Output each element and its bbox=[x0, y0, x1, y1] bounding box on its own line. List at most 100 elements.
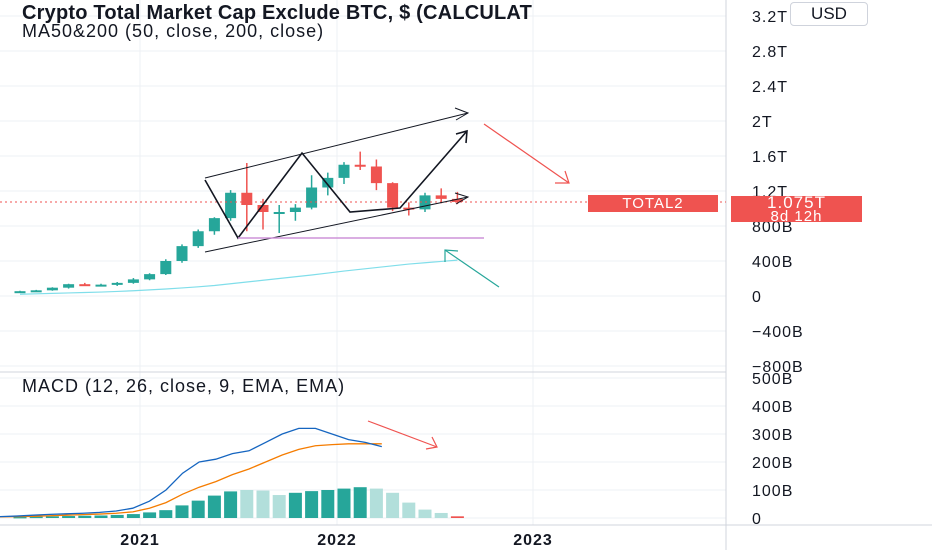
candle bbox=[127, 278, 139, 284]
green-arrow-head bbox=[444, 249, 459, 262]
ma-line bbox=[19, 259, 458, 295]
price-tick-label: −400B bbox=[752, 324, 804, 341]
macd-histogram-bar bbox=[13, 516, 27, 519]
candle-body bbox=[208, 218, 220, 232]
macd-indicator-label[interactable]: MACD (12, 26, close, 9, EMA, EMA) bbox=[22, 376, 346, 396]
macd-histogram-bar bbox=[29, 516, 43, 519]
channel-lower-arrowhead bbox=[454, 192, 470, 205]
red-arrow-head bbox=[555, 170, 570, 184]
macd-histogram-bar bbox=[175, 505, 189, 518]
candle-body bbox=[160, 261, 172, 275]
time-tick-label: 2021 bbox=[120, 532, 160, 549]
candle bbox=[435, 188, 447, 204]
candle bbox=[160, 259, 172, 275]
candle bbox=[192, 229, 204, 248]
candle-body bbox=[370, 166, 382, 184]
channel-upper-arrowhead bbox=[454, 107, 470, 121]
candlestick-series bbox=[14, 151, 463, 295]
channel-upper-line bbox=[204, 112, 469, 179]
candle bbox=[63, 283, 75, 289]
candle-body bbox=[30, 290, 42, 293]
candle bbox=[225, 190, 237, 221]
candle-body bbox=[14, 291, 26, 294]
macd-histogram-bar bbox=[305, 491, 319, 518]
candle bbox=[354, 151, 366, 170]
price-tick-label: 800B bbox=[752, 219, 793, 236]
chart-title: Crypto Total Market Cap Exclude BTC, $ (… bbox=[22, 2, 533, 24]
candle bbox=[289, 204, 301, 221]
candle-body bbox=[241, 192, 253, 205]
macd-red-arrow-shaft bbox=[367, 420, 438, 448]
zigzag-arrowhead bbox=[455, 129, 468, 144]
macd-line bbox=[0, 427, 382, 518]
candle bbox=[30, 289, 42, 293]
candle-body bbox=[144, 274, 156, 280]
macd-histogram-bar bbox=[321, 490, 335, 518]
candle-body bbox=[451, 198, 463, 202]
candle-body bbox=[95, 284, 107, 287]
macd-tick-label: 500B bbox=[752, 371, 793, 388]
candle bbox=[387, 182, 399, 212]
candle-body bbox=[322, 177, 334, 188]
candle-body bbox=[306, 187, 318, 208]
price-tick-label: 2.4T bbox=[752, 79, 788, 96]
ma-indicator-label[interactable]: MA50&200 (50, close, 200, close) bbox=[22, 21, 325, 41]
candle-body bbox=[403, 207, 415, 210]
candle-countdown: 8d 12h bbox=[770, 208, 823, 225]
macd-red-arrow-head bbox=[425, 436, 438, 450]
time-tick-label: 2022 bbox=[317, 532, 357, 549]
macd-histogram-bar bbox=[191, 500, 205, 518]
macd-histogram-bar bbox=[418, 509, 432, 518]
candle-body bbox=[273, 212, 285, 214]
macd-histogram-bar bbox=[207, 495, 221, 518]
price-tick-label: 400B bbox=[752, 254, 793, 271]
currency-button[interactable]: USD bbox=[790, 2, 868, 26]
price-tick-label: 2T bbox=[752, 114, 773, 131]
macd-histogram-bar bbox=[272, 495, 286, 518]
candle bbox=[176, 244, 188, 263]
price-tick-label: 2.8T bbox=[752, 44, 788, 61]
current-price-value: 1.075T bbox=[767, 193, 826, 212]
macd-histogram-bar bbox=[450, 516, 464, 518]
candle-body bbox=[289, 207, 301, 212]
macd-histogram-bar bbox=[256, 490, 270, 518]
price-tick-label: 3.2T bbox=[752, 9, 788, 26]
macd-pane bbox=[0, 420, 464, 519]
channel-lower-line bbox=[204, 196, 469, 253]
macd-histogram-bar bbox=[240, 490, 254, 518]
macd-histogram-bar bbox=[434, 512, 448, 518]
macd-tick-label: 200B bbox=[752, 455, 793, 472]
macd-histogram-bar bbox=[386, 492, 400, 518]
time-tick-label: 2023 bbox=[513, 532, 553, 549]
candle bbox=[370, 159, 382, 191]
candle bbox=[46, 287, 58, 291]
candle bbox=[111, 282, 123, 286]
price-tick-label: −800B bbox=[752, 359, 804, 376]
candle-body bbox=[63, 284, 75, 288]
macd-histogram-bar bbox=[126, 514, 140, 518]
macd-tick-label: 100B bbox=[752, 483, 793, 500]
candle bbox=[208, 217, 220, 235]
macd-histogram-bar bbox=[224, 491, 238, 518]
macd-histogram-bar bbox=[402, 502, 416, 518]
red-arrow-shaft bbox=[483, 123, 570, 184]
candle bbox=[273, 205, 285, 233]
candle-body bbox=[79, 284, 91, 287]
candle-body bbox=[192, 231, 204, 247]
macd-histogram-bar bbox=[110, 514, 124, 518]
macd-histogram-bar bbox=[94, 515, 108, 518]
candle bbox=[338, 162, 350, 184]
candle-body bbox=[225, 192, 237, 219]
candle-body bbox=[435, 195, 447, 199]
macd-histogram-bar bbox=[159, 510, 173, 518]
macd-histogram-bar bbox=[78, 515, 92, 518]
symbol-tag: TOTAL2 bbox=[588, 195, 718, 212]
candle bbox=[14, 290, 26, 294]
candle bbox=[95, 283, 107, 287]
candle bbox=[241, 163, 253, 232]
macd-signal-line bbox=[0, 443, 382, 518]
price-tick-label: 0 bbox=[752, 289, 762, 306]
zigzag-path bbox=[204, 130, 468, 240]
